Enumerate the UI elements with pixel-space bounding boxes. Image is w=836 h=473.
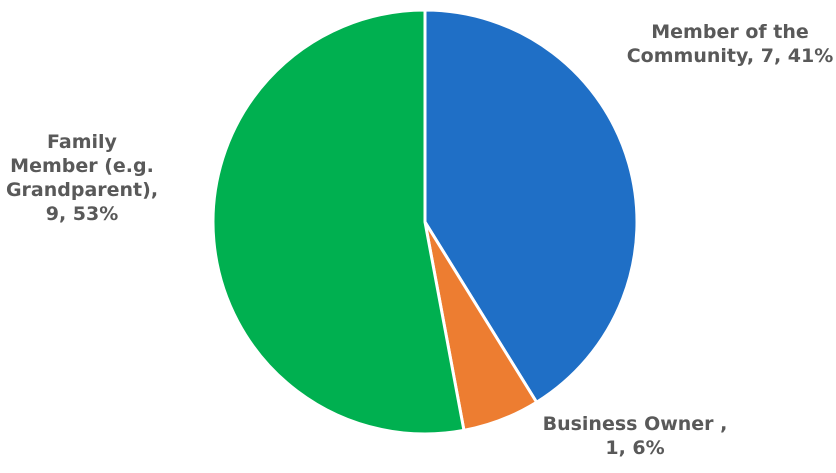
- data-label-family-member-e-g-grandparent: Family Member (e.g. Grandparent), 9, 53%: [6, 131, 158, 225]
- data-label-line: Business Owner ,: [543, 413, 728, 435]
- data-label-line: 9, 53%: [46, 203, 119, 225]
- pie-slice-member-of-the-community: [423, 8, 639, 404]
- data-label-line: 1, 6%: [605, 437, 664, 459]
- data-label-line: Member of the: [651, 21, 809, 43]
- data-label-business-owner: Business Owner , 1, 6%: [543, 413, 728, 459]
- data-label-line: Community, 7, 41%: [627, 45, 834, 67]
- pie-slice-family-member-e-g-grandparent: [211, 8, 466, 436]
- data-label-line: Family: [47, 131, 118, 153]
- data-label-member-of-the-community: Member of the Community, 7, 41%: [627, 21, 834, 67]
- pie-data-labels: Member of the Community, 7, 41% Business O…: [6, 21, 833, 459]
- pie-slices: [211, 8, 639, 436]
- data-label-line: Member (e.g.: [10, 155, 154, 177]
- data-label-line: Grandparent),: [6, 179, 158, 201]
